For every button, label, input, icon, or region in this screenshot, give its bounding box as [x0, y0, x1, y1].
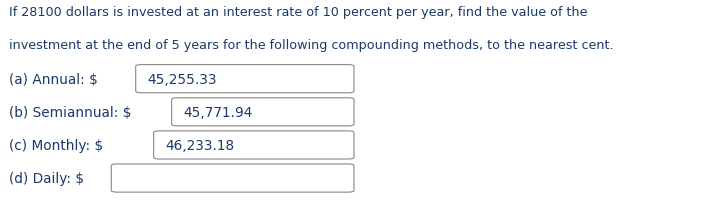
Text: (c) Monthly: $: (c) Monthly: $ [9, 138, 103, 152]
Text: If 28100 dollars is invested at an interest rate of 10 percent per year, find th: If 28100 dollars is invested at an inter… [9, 6, 587, 19]
Text: 46,233.18: 46,233.18 [165, 138, 234, 152]
Text: (b) Semiannual: $: (b) Semiannual: $ [9, 105, 131, 119]
FancyBboxPatch shape [136, 65, 354, 93]
Text: investment at the end of 5 years for the following compounding methods, to the n: investment at the end of 5 years for the… [9, 39, 613, 52]
Text: (a) Annual: $: (a) Annual: $ [9, 72, 98, 86]
FancyBboxPatch shape [172, 98, 354, 126]
FancyBboxPatch shape [111, 164, 354, 192]
Text: (d) Daily: $: (d) Daily: $ [9, 171, 83, 185]
FancyBboxPatch shape [154, 131, 354, 159]
Text: 45,771.94: 45,771.94 [183, 105, 253, 119]
Text: 45,255.33: 45,255.33 [147, 72, 217, 86]
